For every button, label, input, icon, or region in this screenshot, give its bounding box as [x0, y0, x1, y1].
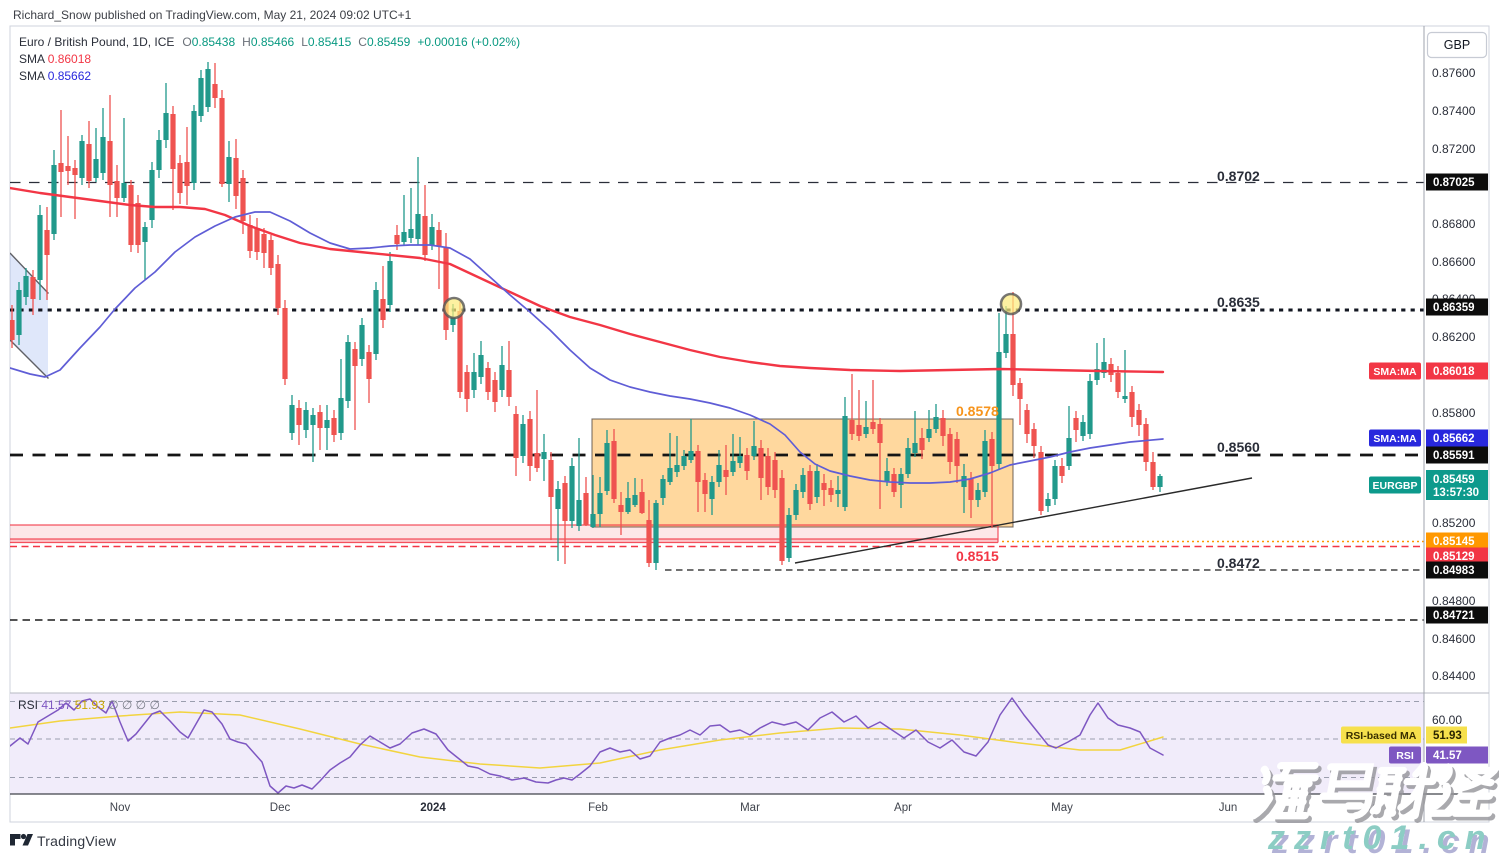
svg-text:60.00: 60.00: [1432, 713, 1462, 727]
svg-text:0.87200: 0.87200: [1432, 142, 1476, 156]
svg-text:0.86359: 0.86359: [1433, 302, 1475, 314]
svg-text:Dec: Dec: [270, 802, 291, 814]
svg-text:zzrt01.cn: zzrt01.cn: [1271, 823, 1499, 857]
svg-text:0.85662: 0.85662: [1433, 433, 1475, 445]
svg-text:41.57: 41.57: [1433, 750, 1462, 762]
svg-text:SMA:MA: SMA:MA: [1373, 433, 1417, 445]
svg-text:0.84800: 0.84800: [1432, 594, 1476, 608]
svg-text:zzrt01.cn: zzrt01.cn: [1267, 819, 1495, 857]
svg-text:0.8578: 0.8578: [956, 403, 999, 419]
svg-text:0.87400: 0.87400: [1432, 104, 1476, 118]
svg-text:SMA:MA: SMA:MA: [1373, 366, 1417, 378]
svg-text:0.84400: 0.84400: [1432, 669, 1476, 683]
svg-text:0.8472: 0.8472: [1217, 555, 1260, 571]
svg-text:GBP: GBP: [1444, 38, 1470, 52]
svg-text:0.85800: 0.85800: [1432, 406, 1476, 420]
svg-text:Mar: Mar: [740, 802, 760, 814]
svg-text:0.86600: 0.86600: [1432, 255, 1476, 269]
svg-text:0.86018: 0.86018: [1433, 366, 1475, 378]
svg-text:SMA 0.85662: SMA 0.85662: [19, 69, 91, 83]
svg-text:0.84721: 0.84721: [1433, 610, 1475, 622]
svg-text:0.8702: 0.8702: [1217, 168, 1260, 184]
svg-text:EURGBP: EURGBP: [1373, 480, 1418, 492]
svg-text:0.8515: 0.8515: [956, 548, 999, 564]
svg-text:Jun: Jun: [1219, 802, 1238, 814]
svg-text:RSI 41.57 51.93 ∅ ∅ ∅ ∅: RSI 41.57 51.93 ∅ ∅ ∅ ∅: [18, 698, 160, 712]
svg-text:0.87600: 0.87600: [1432, 66, 1476, 80]
svg-text:0.87025: 0.87025: [1433, 177, 1475, 189]
svg-text:0.85591: 0.85591: [1433, 450, 1475, 462]
svg-text:51.93: 51.93: [1433, 730, 1462, 742]
svg-text:0.8560: 0.8560: [1217, 439, 1260, 455]
svg-text:2024: 2024: [420, 802, 446, 814]
svg-text:0.85145: 0.85145: [1433, 536, 1475, 548]
svg-text:0.84600: 0.84600: [1432, 632, 1476, 646]
svg-text:SMA 0.86018: SMA 0.86018: [19, 52, 91, 66]
svg-text:0.86800: 0.86800: [1432, 217, 1476, 231]
svg-text:0.85129: 0.85129: [1433, 551, 1475, 563]
svg-text:0.86200: 0.86200: [1432, 330, 1476, 344]
svg-text:TradingView: TradingView: [37, 833, 117, 849]
svg-text:0.85200: 0.85200: [1432, 516, 1476, 530]
svg-text:13:57:30: 13:57:30: [1433, 487, 1479, 499]
svg-text:Apr: Apr: [894, 802, 912, 814]
svg-text:Richard_Snow published on Trad: Richard_Snow published on TradingView.co…: [13, 8, 412, 22]
svg-text:RSI-based MA: RSI-based MA: [1346, 730, 1417, 742]
svg-text:Feb: Feb: [588, 802, 608, 814]
svg-text:0.84983: 0.84983: [1433, 565, 1475, 577]
svg-text:0.85459: 0.85459: [1433, 474, 1475, 486]
svg-text:Nov: Nov: [110, 802, 131, 814]
svg-text:RSI: RSI: [1396, 750, 1414, 762]
svg-text:May: May: [1051, 802, 1073, 814]
svg-text:0.8635: 0.8635: [1217, 294, 1260, 310]
